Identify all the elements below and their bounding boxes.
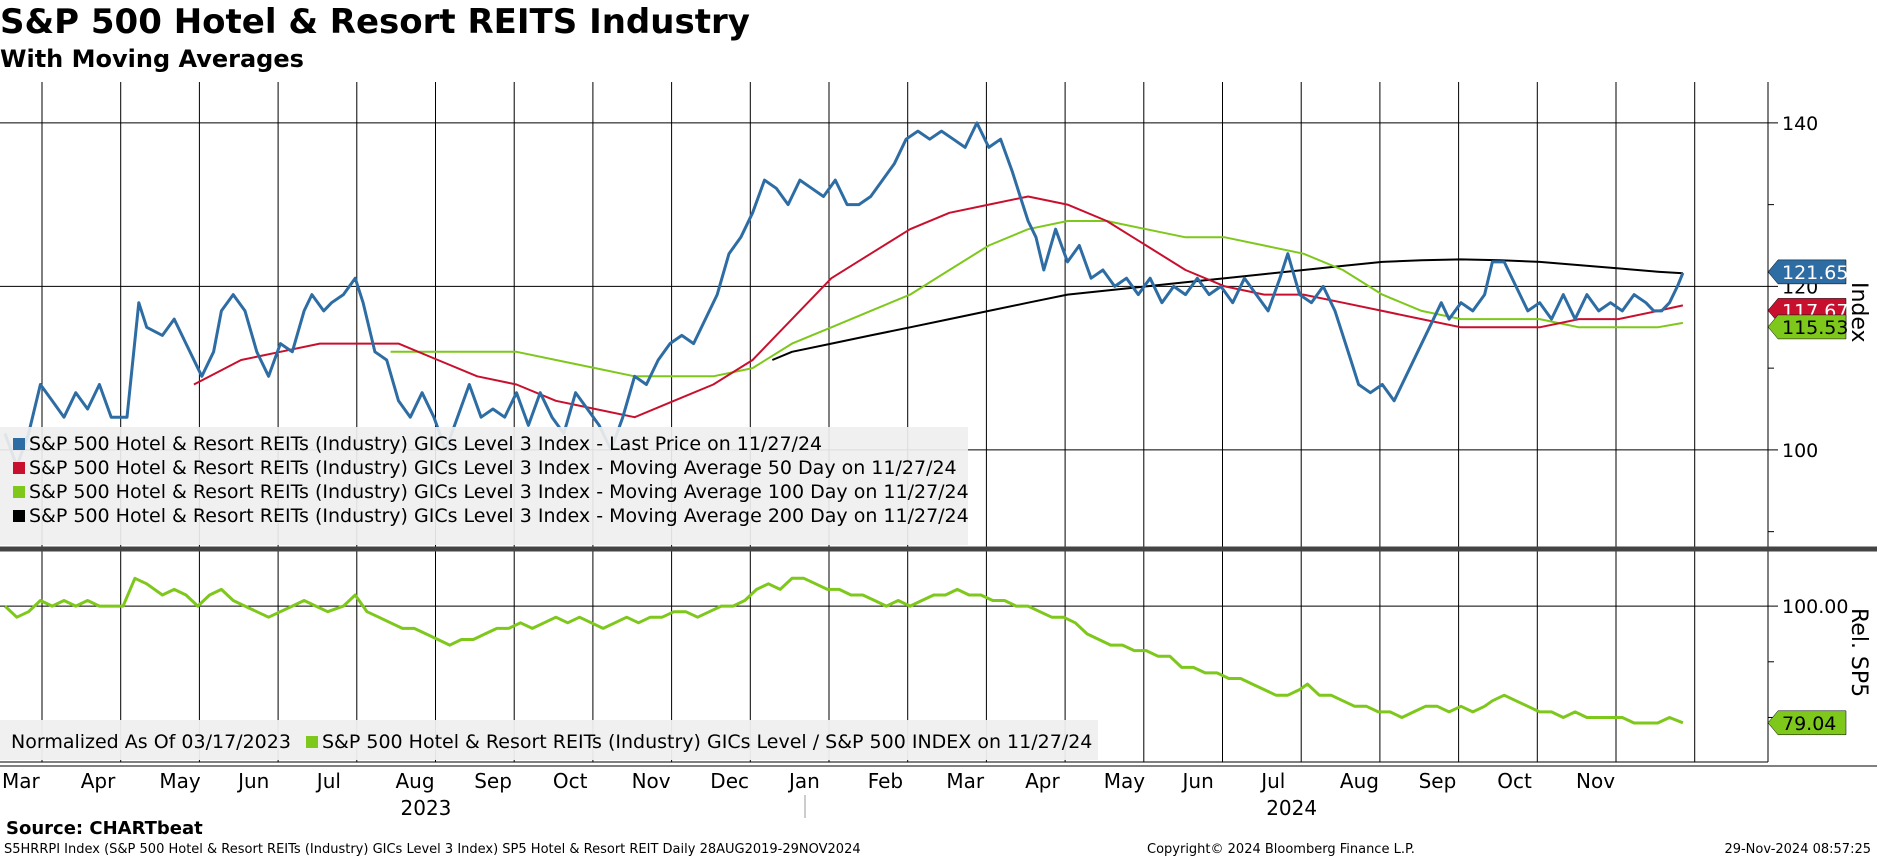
upper-tick-label: 100: [1782, 440, 1818, 462]
price-value-tag: 121.65: [1767, 259, 1848, 285]
relative-value-tag: 79.04: [1767, 710, 1847, 736]
svg-text:121.65: 121.65: [1782, 262, 1848, 284]
month-tick-label: Feb: [868, 769, 903, 793]
legend-entry: S&P 500 Hotel & Resort REITs (Industry) …: [29, 433, 822, 455]
month-tick-label: Aug: [396, 769, 435, 793]
legend-swatch: [13, 462, 25, 474]
month-tick-label: Nov: [632, 769, 671, 793]
timestamp: 29-Nov-2024 08:57:25: [1724, 842, 1871, 857]
legend-entry: S&P 500 Hotel & Resort REITs (Industry) …: [29, 505, 969, 527]
month-tick-label: Mar: [2, 769, 41, 793]
month-tick-label: May: [159, 769, 201, 793]
lower-tick-label: 100.00: [1782, 596, 1848, 618]
month-tick-label: Sep: [1419, 769, 1457, 793]
month-tick-label: Jan: [787, 769, 820, 793]
svg-text:115.53: 115.53: [1782, 317, 1848, 339]
upper-tick-label: 140: [1782, 113, 1818, 135]
legend-entry: S&P 500 Hotel & Resort REITs (Industry) …: [29, 481, 969, 503]
legend-swatch: [13, 510, 25, 522]
ma100-line: [390, 220, 1684, 378]
price-line: [3, 121, 1685, 468]
chart-title: S&P 500 Hotel & Resort REITS Industry: [0, 2, 750, 42]
lower-legend: Normalized As Of 03/17/2023 S&P 500 Hotel…: [0, 720, 1098, 760]
month-tick-label: Jun: [1181, 769, 1214, 793]
month-tick-label: Jul: [1259, 769, 1285, 793]
month-tick-label: Jul: [315, 769, 341, 793]
ma50-line: [193, 195, 1684, 419]
year-tick-label: 2024: [1266, 796, 1317, 820]
year-tick-label: 2023: [401, 796, 452, 820]
month-tick-label: Nov: [1576, 769, 1615, 793]
month-tick-label: Oct: [553, 769, 588, 793]
month-tick-label: Apr: [81, 769, 116, 793]
lower-y-axis-label: Rel. SP5: [1846, 608, 1871, 697]
lower-legend-prefix: Normalized As Of 03/17/2023: [11, 731, 291, 753]
legend-swatch: [13, 438, 25, 450]
svg-text:79.04: 79.04: [1782, 713, 1836, 735]
ma100-value-tag: 115.53: [1767, 314, 1848, 340]
month-tick-label: Apr: [1025, 769, 1060, 793]
legend-swatch: [306, 736, 318, 748]
source-note: Source: CHARTbeat: [6, 818, 203, 839]
relative-line: [3, 576, 1684, 725]
legend-swatch: [13, 486, 25, 498]
upper-y-axis-label: Index: [1846, 282, 1871, 343]
month-tick-label: May: [1104, 769, 1146, 793]
upper-legend: S&P 500 Hotel & Resort REITs (Industry) …: [0, 427, 969, 545]
index-description: S5HRRPI Index (S&P 500 Hotel & Resort RE…: [4, 842, 861, 857]
month-tick-label: Jun: [236, 769, 269, 793]
month-tick-label: Aug: [1340, 769, 1379, 793]
chart-subtitle: With Moving Averages: [0, 45, 304, 73]
month-tick-label: Sep: [474, 769, 512, 793]
legend-entry: S&P 500 Hotel & Resort REITs (Industry) …: [29, 457, 957, 479]
month-tick-label: Dec: [710, 769, 749, 793]
ma200-line: [771, 258, 1683, 361]
lower-legend-entry: S&P 500 Hotel & Resort REITs (Industry) …: [322, 731, 1092, 753]
month-tick-label: Mar: [946, 769, 985, 793]
copyright-note: Copyright© 2024 Bloomberg Finance L.P.: [1147, 842, 1415, 857]
month-tick-label: Oct: [1497, 769, 1532, 793]
